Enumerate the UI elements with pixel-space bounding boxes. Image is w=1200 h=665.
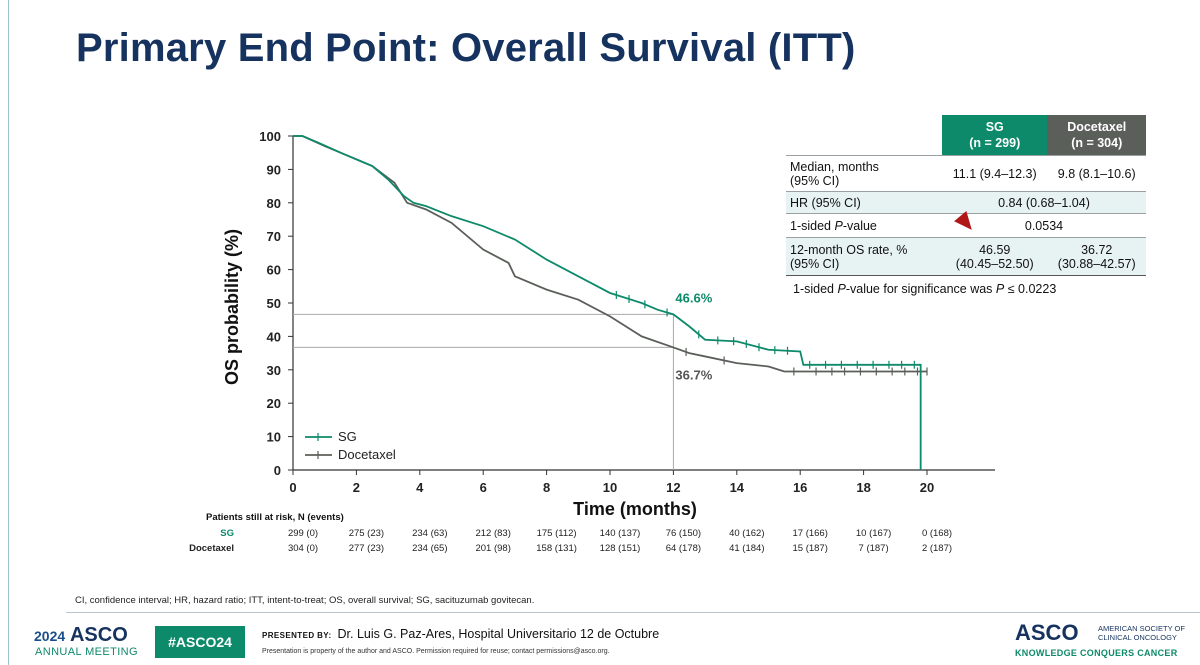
y-tick-label: 0: [274, 463, 281, 478]
risk-cell: 158 (131): [536, 543, 577, 554]
x-tick-label: 8: [543, 480, 550, 495]
results-table: SG (n = 299) Docetaxel (n = 304) Median, m…: [786, 115, 1146, 276]
y-tick-label: 10: [267, 430, 281, 445]
legend-label: Docetaxel: [338, 447, 396, 462]
annotation-sg-12mo: 46.6%: [675, 290, 712, 305]
annotation-doc-12mo: 36.7%: [675, 367, 712, 382]
x-tick-label: 4: [416, 480, 424, 495]
slide-title: Primary End Point: Overall Survival (ITT…: [76, 26, 856, 70]
median-doc-value: 9.8 (8.1–10.6): [1047, 155, 1146, 192]
asco-org-name: AMERICAN SOCIETY OF CLINICAL ONCOLOGY: [1098, 624, 1185, 642]
y-tick-label: 90: [267, 162, 281, 177]
y-tick-label: 60: [267, 263, 281, 278]
x-tick-label: 2: [353, 480, 360, 495]
risk-cell: 2 (187): [921, 543, 953, 554]
pvalue: 0.0534: [942, 213, 1146, 238]
disclaimer: Presentation is property of the author a…: [262, 648, 610, 655]
risk-cell: 0 (168): [921, 528, 953, 539]
risk-cell: 17 (166): [792, 528, 828, 539]
hr-row: HR (95% CI) 0.84 (0.68–1.04): [786, 191, 1146, 214]
risk-cell: 15 (187): [792, 543, 828, 554]
y-tick-label: 40: [267, 329, 281, 344]
risk-cell: 175 (112): [536, 528, 577, 539]
risk-cell: 40 (162): [729, 528, 765, 539]
risk-cell: 7 (187): [858, 543, 889, 554]
risk-cell: 212 (83): [475, 528, 511, 539]
risk-row-label: SG: [220, 528, 234, 539]
x-tick-label: 20: [920, 480, 934, 495]
legend-label: SG: [338, 429, 357, 444]
y-tick-label: 70: [267, 229, 281, 244]
y-tick-label: 30: [267, 363, 281, 378]
y-axis-title: OS probability (%): [222, 229, 242, 385]
series-line-sg: [293, 135, 922, 470]
col-header-sg: SG (n = 299): [942, 115, 1048, 156]
pvalue-row: 1-sided P-value 0.0534: [786, 213, 1146, 238]
median-row: Median, months (95% CI) 11.1 (9.4–12.3) 9…: [786, 155, 1146, 192]
y-tick-label: 100: [259, 129, 281, 144]
col-header-docetaxel: Docetaxel (n = 304): [1047, 115, 1146, 156]
footnote: CI, confidence interval; HR, hazard rati…: [75, 595, 535, 606]
risk-cell: 304 (0): [287, 543, 319, 554]
y-tick-label: 50: [267, 296, 281, 311]
hr-value: 0.84 (0.68–1.04): [942, 191, 1146, 214]
risk-cell: 299 (0): [287, 528, 319, 539]
x-tick-label: 10: [603, 480, 617, 495]
x-tick-label: 16: [793, 480, 807, 495]
x-tick-label: 18: [856, 480, 870, 495]
x-axis-title: Time (months): [573, 499, 697, 519]
asco-tagline: KNOWLEDGE CONQUERS CANCER: [1015, 648, 1178, 658]
risk-cell: 277 (23): [348, 543, 385, 554]
hashtag-badge: #ASCO24: [155, 626, 245, 658]
risk-table-heading: Patients still at risk, N (events): [206, 512, 344, 523]
footer-divider: [66, 612, 1200, 613]
x-tick-label: 6: [480, 480, 487, 495]
risk-cell: 41 (184): [729, 543, 765, 554]
significance-note: 1-sided P-value for significance was P ≤…: [793, 282, 1057, 296]
risk-cell: 128 (151): [599, 543, 641, 554]
risk-cell: 140 (137): [599, 528, 641, 539]
os12-row: 12-month OS rate, % (95% CI) 46.59 (40.45–…: [786, 237, 1146, 276]
left-border-line: [8, 0, 9, 665]
x-tick-label: 14: [730, 480, 745, 495]
risk-cell: 10 (167): [855, 528, 892, 539]
median-sg-value: 11.1 (9.4–12.3): [942, 155, 1048, 192]
risk-cell: 201 (98): [475, 543, 511, 554]
risk-cell: 234 (65): [412, 543, 448, 554]
risk-cell: 234 (63): [412, 528, 448, 539]
meeting-logo: 2024 ASCO: [34, 624, 128, 646]
risk-row-label: Docetaxel: [189, 543, 234, 554]
risk-cell: 275 (23): [348, 528, 385, 539]
meeting-logo-subtitle: ANNUAL MEETING: [35, 646, 138, 658]
asco-logo: ASCO: [1015, 620, 1079, 645]
y-tick-label: 20: [267, 396, 281, 411]
risk-cell: 64 (178): [665, 543, 702, 554]
y-tick-label: 80: [267, 196, 281, 211]
risk-cell: 76 (150): [665, 528, 702, 539]
presenter-line: PRESENTED BY: Dr. Luis G. Paz-Ares, Hospi…: [262, 627, 660, 641]
x-tick-label: 12: [666, 480, 680, 495]
x-tick-label: 0: [289, 480, 296, 495]
